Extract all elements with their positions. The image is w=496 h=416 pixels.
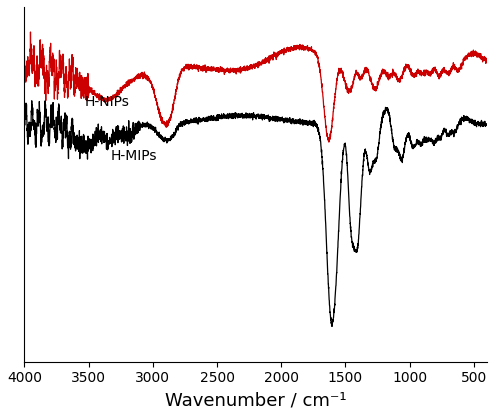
Text: H-MIPs: H-MIPs: [111, 149, 157, 163]
X-axis label: Wavenumber / cm⁻¹: Wavenumber / cm⁻¹: [165, 391, 346, 409]
Text: H-NIPs: H-NIPs: [85, 95, 129, 109]
